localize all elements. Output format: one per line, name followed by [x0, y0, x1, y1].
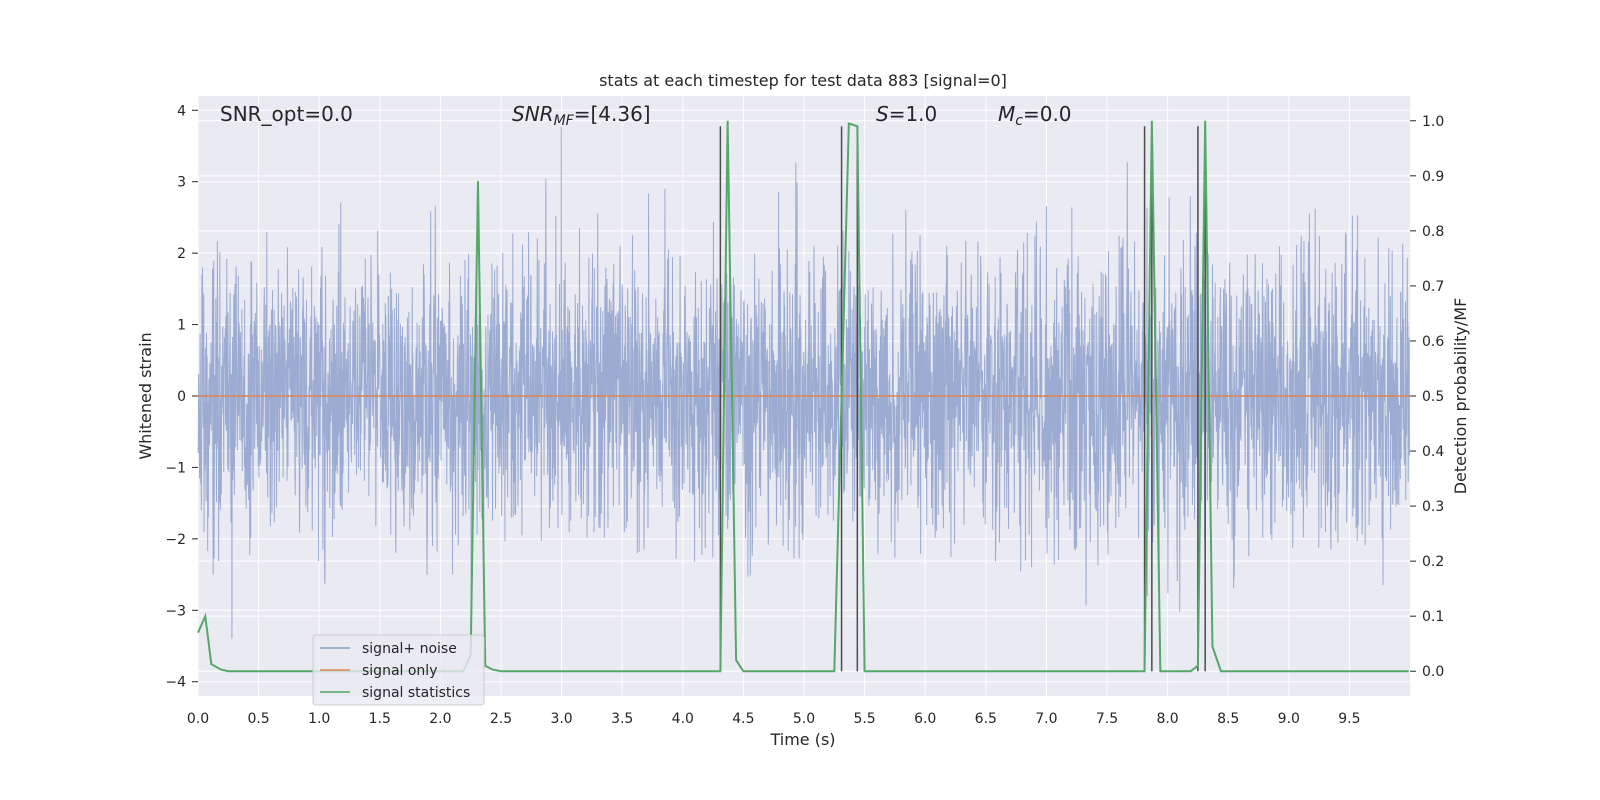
y2-tick-label: 0.2: [1422, 554, 1444, 570]
signal-statistics-line: [197, 120, 1409, 673]
y-tick-label: −3: [165, 603, 186, 619]
x-tick-label: 0.0: [187, 711, 209, 727]
y2-tick-label: 1.0: [1422, 114, 1444, 130]
series-signal-statistics: [197, 120, 1409, 673]
annotation-mc-sub: c: [1015, 113, 1023, 129]
x-tick-label: 6.5: [975, 711, 997, 727]
x-tick-label: 8.0: [1156, 711, 1178, 727]
x-tick-label: 4.0: [672, 711, 694, 727]
series-signal-noise: [197, 126, 1411, 650]
y2-tick-label: 0.8: [1422, 224, 1444, 240]
signal-noise-line: [197, 126, 1411, 650]
x-tick-label: 4.5: [732, 711, 754, 727]
x-tick-label: 7.0: [1035, 711, 1057, 727]
x-tick-label: 0.5: [247, 711, 269, 727]
x-tick-label: 9.5: [1338, 711, 1360, 727]
x-tick-label: 1.0: [308, 711, 330, 727]
x-tick-label: 2.5: [490, 711, 512, 727]
legend-label-signal-noise: signal+ noise: [362, 641, 457, 657]
annotation-mc: Mc=0.0: [998, 102, 1072, 129]
y2-tick-label: 0.6: [1422, 334, 1444, 350]
x-tick-label: 2.0: [429, 711, 451, 727]
y2-tick-label: 0.0: [1422, 664, 1444, 680]
x-tick-label: 5.5: [853, 711, 875, 727]
legend-box: [312, 634, 485, 706]
annotation-snr-mf: SNRMF=[4.36]: [512, 102, 651, 129]
x-axis-label: Time (s): [769, 730, 835, 749]
annotation-s-var: S: [876, 102, 889, 126]
x-tick-label: 6.0: [914, 711, 936, 727]
x-tick-label: 1.5: [369, 711, 391, 727]
y2-axis-label: Detection probability/MF: [1451, 298, 1470, 495]
x-tick-label: 3.0: [550, 711, 572, 727]
chart-title: stats at each timestep for test data 883…: [599, 71, 1007, 90]
y2-tick-label: 0.1: [1422, 609, 1444, 625]
y2-tick-label: 0.3: [1422, 499, 1444, 515]
y-axis-label: Whitened strain: [136, 332, 155, 459]
y2-tick-label: 0.9: [1422, 169, 1444, 185]
annotation-snr-mf-var: SNR: [512, 102, 554, 126]
x-tick-label: 3.5: [611, 711, 633, 727]
y-tick-label: 2: [177, 246, 186, 262]
y2-tick-label: 0.7: [1422, 279, 1444, 295]
annotation-snr-mf-val: =[4.36]: [574, 102, 651, 126]
legend-label-signal-only: signal only: [362, 663, 437, 679]
annotation-mc-var: M: [998, 102, 1015, 126]
annotation-snr-opt: SNR_opt=0.0: [220, 102, 353, 126]
y-tick-label: −4: [165, 675, 186, 691]
y2-tick-label: 0.4: [1422, 444, 1444, 460]
annotation-mc-val: =0.0: [1023, 102, 1072, 126]
y-tick-label: 4: [177, 103, 186, 119]
y2-axis-ticks: 1.0 0.9 0.8 0.7 0.6 0.5 0.4 0.3 0.2 0.1 0.0: [1410, 114, 1444, 680]
x-tick-label: 8.5: [1217, 711, 1239, 727]
y-axis-ticks: 4 3 2 1 0 −1 −2 −3 −4: [165, 103, 198, 691]
x-axis-ticks: 0.0 0.5 1.0 1.5 2.0 2.5 3.0 3.5 4.0 4.5 5.0 5.5 6.0 6…: [187, 711, 1361, 727]
legend-label-signal-statistics: signal statistics: [362, 685, 470, 701]
x-tick-label: 9.0: [1278, 711, 1300, 727]
annotation-snr-mf-sub: MF: [554, 113, 575, 129]
y-tick-label: −2: [165, 532, 186, 548]
y-tick-label: 1: [177, 318, 186, 334]
y-tick-label: 0: [177, 389, 186, 405]
x-tick-label: 5.0: [793, 711, 815, 727]
y-tick-label: 3: [177, 175, 186, 191]
y-tick-label: −1: [165, 460, 186, 476]
y2-tick-label: 0.5: [1422, 389, 1444, 405]
annotation-s-val: =1.0: [889, 102, 938, 126]
x-tick-label: 7.5: [1096, 711, 1118, 727]
annotation-s: S=1.0: [876, 102, 937, 126]
legend: signal+ noise signal only signal statist…: [312, 634, 485, 706]
